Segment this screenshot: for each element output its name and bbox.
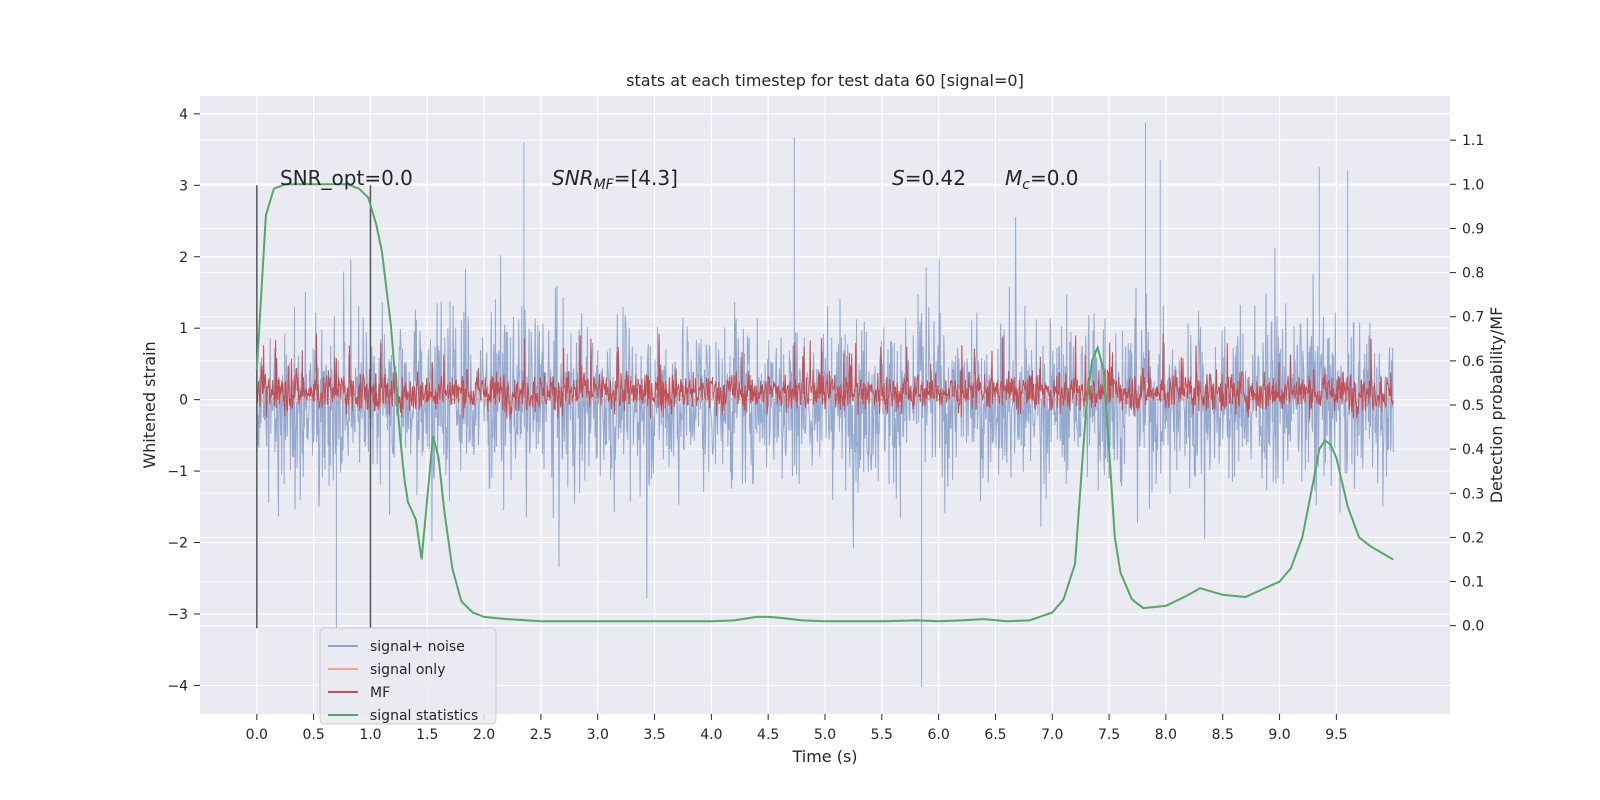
legend-box <box>319 627 497 725</box>
legend-signal-noise-label: signal+ noise <box>370 639 465 655</box>
annotation-s-value: =0.42 <box>905 166 966 190</box>
y2-ticks: 1.1 1.0 0.9 0.8 0.7 0.6 0.5 0.4 0.3 0.2 0.1 0.0 <box>1450 133 1484 635</box>
y-tick-label: −1 <box>167 464 188 480</box>
y2-tick-label: 0.8 <box>1462 266 1484 282</box>
x-tick-label: 3.5 <box>643 727 665 743</box>
x-tick-label: 6.5 <box>984 727 1006 743</box>
x-tick-label: 7.5 <box>1098 727 1120 743</box>
y2-tick-label: 0.4 <box>1462 442 1484 458</box>
vertical-markers <box>256 185 372 629</box>
y-ticks: 4 3 2 1 0 −1 −2 −3 −4 <box>167 107 200 694</box>
y-tick-label: 2 <box>179 250 188 266</box>
y-tick-label: 3 <box>179 178 188 194</box>
y-tick-label: 1 <box>179 321 188 337</box>
x-tick-label: 9.5 <box>1325 727 1347 743</box>
y2-tick-label: 0.2 <box>1462 530 1484 546</box>
x-tick-label: 8.5 <box>1212 727 1234 743</box>
x-tick-label: 0.0 <box>246 727 268 743</box>
y-tick-label: −4 <box>167 678 188 694</box>
x-tick-label: 2.0 <box>473 727 495 743</box>
x-tick-label: 3.0 <box>587 727 609 743</box>
y-axis-label: Whitened strain <box>140 341 159 468</box>
annotation-mc: Mc=0.0 <box>1005 166 1079 193</box>
x-tick-label: 1.5 <box>416 727 438 743</box>
y2-tick-label: 0.5 <box>1462 398 1484 414</box>
x-tick-label: 7.0 <box>1041 727 1063 743</box>
annotation-mc-base: M <box>1005 166 1022 190</box>
y2-tick-label: 0.3 <box>1462 486 1484 502</box>
x-tick-label: 8.0 <box>1155 727 1177 743</box>
annotation-snr-mf-sub: MF <box>594 177 615 193</box>
annotation-snr-mf-base: SNR <box>552 166 594 190</box>
y2-tick-label: 0.7 <box>1462 310 1484 326</box>
x-axis-label: Time (s) <box>791 747 857 766</box>
y2-tick-label: 0.9 <box>1462 221 1484 237</box>
annotation-s-label: S <box>892 166 905 190</box>
y-tick-label: 4 <box>179 107 188 123</box>
x-tick-label: 5.5 <box>871 727 893 743</box>
grid-y <box>200 113 1450 687</box>
y-tick-label: −2 <box>167 536 188 552</box>
y2-tick-label: 0.1 <box>1462 575 1484 591</box>
y2-tick-label: 0.6 <box>1462 354 1484 370</box>
legend-signal-statistics-label: signal statistics <box>370 708 478 724</box>
annotation-s: S=0.42 <box>892 166 966 190</box>
y2-axis-label: Detection probability/MF <box>1487 307 1506 504</box>
chart-title: stats at each timestep for test data 60 … <box>626 71 1024 90</box>
x-tick-label: 9.0 <box>1268 727 1290 743</box>
annotation-snr-mf-value: =[4.3] <box>614 166 678 190</box>
x-tick-label: 0.5 <box>303 727 325 743</box>
y2-tick-label: 1.1 <box>1462 133 1484 149</box>
annotation-snr-mf: SNRMF=[4.3] <box>552 166 678 193</box>
series-mf <box>256 333 1394 419</box>
x-tick-label: 4.5 <box>757 727 779 743</box>
x-tick-label: 4.0 <box>700 727 722 743</box>
annotation-snr-opt: SNR_opt=0.0 <box>280 166 413 190</box>
annotation-mc-value: =0.0 <box>1030 166 1079 190</box>
y2-tick-label: 1.0 <box>1462 177 1484 193</box>
legend-mf-label: MF <box>370 685 390 701</box>
x-tick-label: 6.0 <box>928 727 950 743</box>
x-tick-label: 5.0 <box>814 727 836 743</box>
series-signal-statistics <box>255 183 1394 623</box>
x-ticks: 0.0 0.5 1.0 1.5 2.0 2.5 3.0 3.5 4.0 4.5 5.0 5.5 6.0 6… <box>246 714 1347 743</box>
legend: signal+ noise signal only MF signal statist… <box>319 627 497 725</box>
y-tick-label: −3 <box>167 607 188 623</box>
legend-signal-only-label: signal only <box>370 662 445 678</box>
y2-tick-label: 0.0 <box>1462 619 1484 635</box>
x-tick-label: 2.5 <box>530 727 552 743</box>
y-tick-label: 0 <box>179 393 188 409</box>
annotation-mc-sub: c <box>1022 177 1030 193</box>
x-tick-label: 1.0 <box>359 727 381 743</box>
